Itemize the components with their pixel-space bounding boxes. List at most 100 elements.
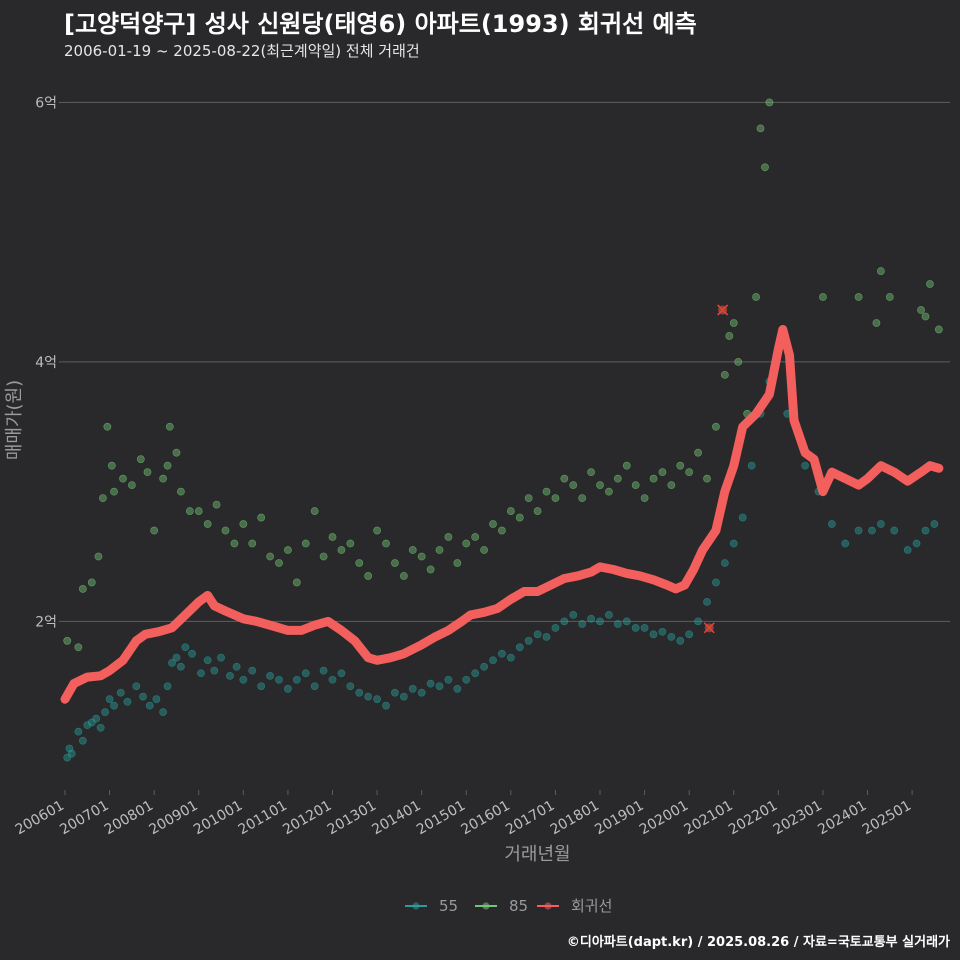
- data-point-55: [177, 662, 185, 671]
- data-point-55: [622, 617, 631, 626]
- data-point-85: [266, 552, 274, 561]
- data-point-55: [462, 675, 471, 684]
- y-tick-label: 6억: [35, 95, 57, 111]
- data-point-85: [292, 578, 301, 587]
- data-point-55: [841, 539, 850, 548]
- legend-dot: [482, 902, 490, 910]
- data-point-85: [364, 572, 373, 580]
- data-point-85: [587, 468, 595, 477]
- highlight-marker: [717, 304, 729, 316]
- source-caption: ©디아파트(dapt.kr) / 2025.08.26 / 자료=국토교통부 실…: [566, 935, 950, 950]
- data-point-85: [203, 520, 212, 528]
- data-point-85: [685, 468, 694, 477]
- legend-label: 회귀선: [571, 897, 612, 915]
- data-point-55: [560, 617, 569, 626]
- data-point-85: [729, 319, 738, 327]
- data-point-85: [185, 507, 194, 515]
- data-point-85: [533, 507, 542, 515]
- data-point-85: [301, 539, 310, 548]
- data-point-55: [667, 633, 676, 641]
- highlight-cross: [703, 622, 715, 634]
- y-axis-title: 매매가(원): [4, 380, 25, 460]
- data-point-85: [399, 572, 408, 580]
- data-point-55: [226, 671, 234, 680]
- data-point-85: [110, 487, 118, 496]
- data-point-55: [284, 684, 292, 693]
- data-point-85: [74, 643, 83, 652]
- legend-label: 55: [439, 897, 458, 915]
- y-tick-label: 2억: [35, 614, 57, 630]
- data-point-55: [524, 636, 533, 645]
- data-point-55: [364, 692, 373, 701]
- data-point-85: [355, 559, 364, 567]
- data-point-85: [328, 533, 337, 541]
- data-point-55: [337, 669, 346, 678]
- data-point-85: [426, 565, 435, 574]
- data-point-55: [139, 692, 147, 701]
- data-point-55: [63, 753, 72, 762]
- data-point-55: [676, 636, 685, 645]
- data-point-85: [194, 507, 203, 515]
- data-point-55: [649, 630, 658, 639]
- data-point-55: [382, 701, 390, 710]
- data-point-55: [248, 666, 257, 675]
- data-point-55: [876, 520, 885, 528]
- data-point-55: [912, 539, 921, 548]
- data-point-85: [480, 546, 488, 554]
- data-point-85: [649, 474, 658, 483]
- x-tick-label: 202301: [771, 798, 825, 839]
- data-point-85: [489, 520, 497, 528]
- data-point-85: [921, 312, 930, 321]
- x-tick-label: 202201: [726, 798, 780, 839]
- data-point-85: [163, 461, 172, 470]
- data-point-55: [685, 630, 694, 639]
- data-point-55: [203, 656, 212, 665]
- data-point-85: [107, 461, 116, 470]
- data-point-85: [172, 448, 181, 457]
- legend-label: 85: [509, 897, 528, 915]
- data-point-55: [181, 643, 190, 652]
- data-point-85: [934, 325, 943, 334]
- data-point-85: [165, 422, 174, 431]
- data-point-85: [94, 552, 103, 561]
- data-point-85: [676, 461, 685, 470]
- data-point-55: [266, 671, 274, 680]
- data-point-85: [613, 474, 622, 483]
- data-point-85: [143, 468, 152, 477]
- x-tick-label: 201201: [280, 798, 334, 839]
- data-point-55: [123, 697, 132, 706]
- x-tick-label: 202101: [681, 798, 735, 839]
- data-point-55: [145, 701, 154, 710]
- data-point-85: [667, 481, 676, 490]
- data-point-55: [168, 658, 176, 667]
- data-point-85: [885, 293, 894, 301]
- data-point-55: [738, 513, 747, 522]
- x-tick-label: 201301: [325, 798, 379, 839]
- data-point-55: [890, 526, 899, 535]
- data-point-55: [96, 723, 105, 732]
- x-tick-label: 201101: [236, 798, 290, 839]
- data-point-85: [346, 539, 355, 548]
- legend: 55 85 회귀선: [405, 897, 612, 915]
- data-point-55: [292, 675, 301, 684]
- data-point-85: [819, 293, 827, 301]
- data-point-85: [319, 552, 328, 561]
- data-point-55: [569, 610, 578, 619]
- data-point-55: [110, 701, 118, 710]
- data-point-55: [172, 653, 181, 662]
- data-point-85: [471, 533, 480, 541]
- data-point-85: [257, 513, 266, 522]
- data-point-85: [765, 98, 774, 107]
- data-point-55: [480, 662, 488, 671]
- regression-line: [60, 325, 944, 704]
- x-tick-label: 201701: [503, 798, 557, 839]
- data-point-55: [587, 614, 595, 623]
- data-point-85: [337, 546, 346, 554]
- data-point-85: [725, 332, 734, 340]
- data-point-55: [275, 675, 283, 684]
- data-point-55: [346, 682, 355, 691]
- chart-subtitle: 2006-01-19 ~ 2025-08-22(최근계약일) 전체 거래건: [64, 42, 420, 60]
- data-point-85: [756, 124, 765, 133]
- data-point-85: [926, 280, 934, 288]
- data-point-55: [578, 620, 587, 628]
